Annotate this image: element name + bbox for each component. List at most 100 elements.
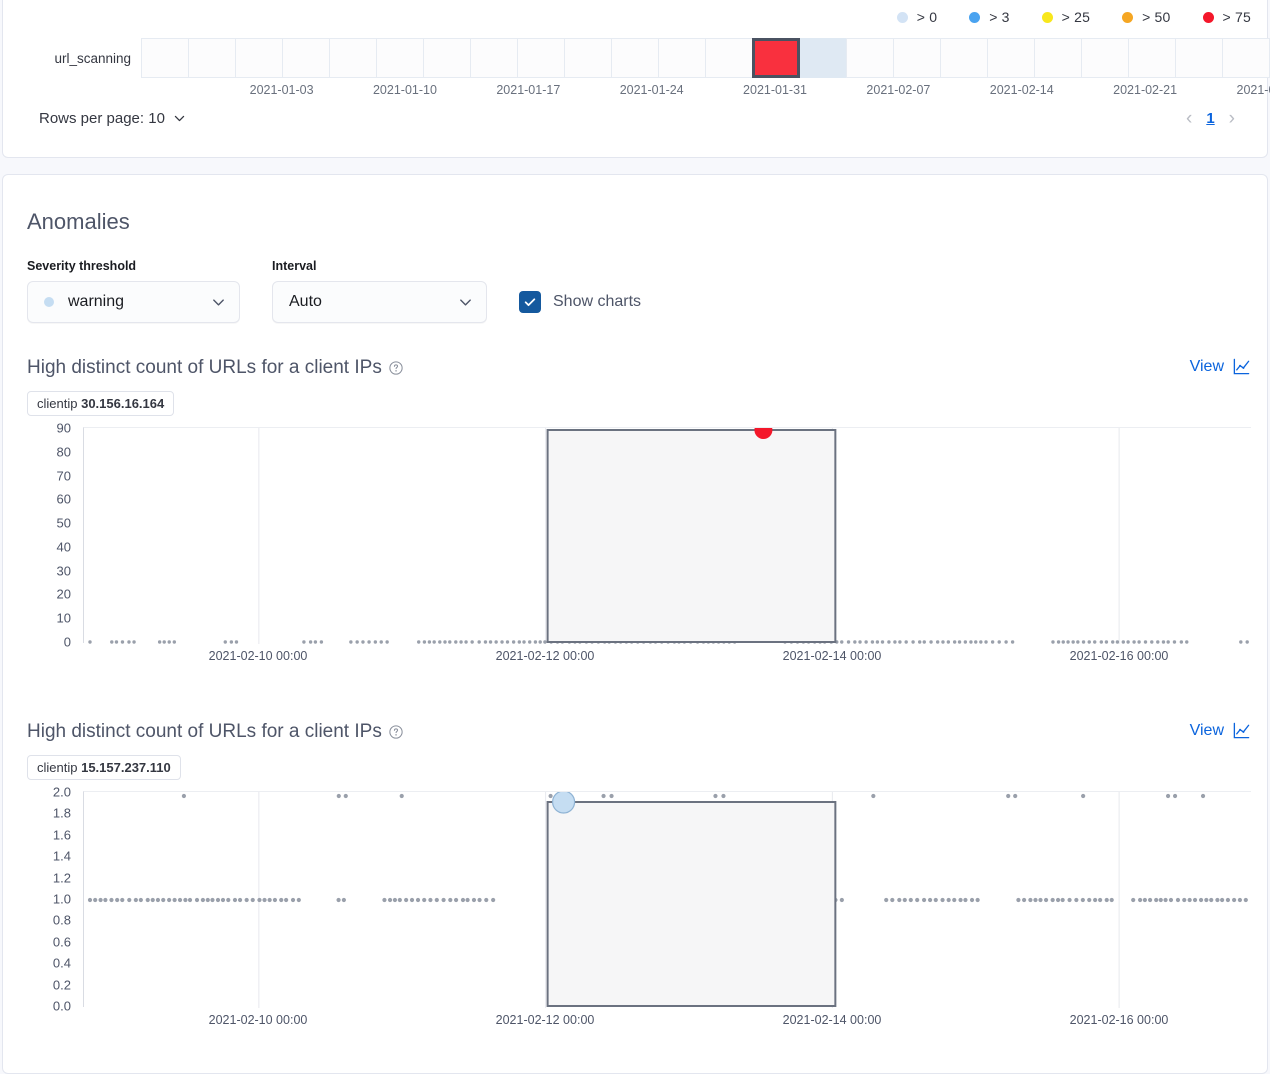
pagination-next-icon[interactable]: › — [1228, 108, 1235, 129]
swimlane-axis-tick: 2021-01-17 — [496, 83, 561, 97]
x-axis-tick: 2021-02-14 00:00 — [782, 649, 882, 663]
show-charts-checkbox[interactable]: Show charts — [519, 281, 641, 323]
interval-value: Auto — [289, 293, 322, 310]
view-label: View — [1189, 357, 1224, 375]
chart-selection-rect[interactable] — [546, 429, 837, 643]
legend-label: > 25 — [1061, 9, 1091, 25]
chart-selection-rect[interactable] — [546, 801, 837, 1007]
y-axis-tick: 1.8 — [52, 805, 71, 821]
legend-item: > 0 — [896, 9, 937, 25]
chart-y-axis: 2.0 1.8 1.6 1.4 1.2 1.0 0.8 0.6 0.4 0.2 0.0 — [27, 785, 71, 1014]
interval-label: Interval — [272, 259, 317, 273]
severity-dot-icon — [44, 297, 54, 307]
x-axis-tick: 2021-02-10 00:00 — [208, 1013, 308, 1027]
legend-dot-icon — [969, 11, 981, 23]
chart-x-axis: 2021-02-10 00:00 2021-02-12 00:00 2021-02-… — [83, 1013, 1251, 1035]
swimlane-cell[interactable] — [517, 38, 565, 78]
swimlane-cell[interactable] — [611, 38, 659, 78]
swimlane-axis-tick: 2021-01-03 — [249, 83, 314, 97]
rows-per-page-button[interactable]: Rows per page: 10 — [39, 110, 186, 127]
swimlane-cells[interactable] — [141, 38, 1270, 78]
swimlane-axis-tick: 2021-02-21 — [1113, 83, 1178, 97]
severity-legend: > 0 > 3 > 25 > 50 > 75 — [896, 9, 1251, 25]
legend-item: > 25 — [1041, 9, 1091, 25]
legend-item: > 75 — [1202, 9, 1251, 25]
checkbox-box — [519, 291, 541, 313]
legend-label: > 75 — [1222, 9, 1251, 25]
y-axis-tick: 1.6 — [52, 827, 71, 843]
y-axis-tick: 1.4 — [52, 848, 71, 864]
y-axis-tick: 50 — [56, 515, 71, 531]
chart-title: High distinct count of URLs for a client… — [27, 721, 403, 743]
interval-select[interactable]: Auto — [272, 281, 487, 323]
pager: ‹ 1 › — [1186, 109, 1235, 128]
swimlane-cell[interactable] — [1128, 38, 1176, 78]
chevron-down-icon — [213, 298, 224, 306]
swimlane-cell[interactable] — [141, 38, 189, 78]
swimlane-cell[interactable] — [423, 38, 471, 78]
anomaly-marker[interactable] — [754, 428, 773, 439]
swimlane-cell[interactable] — [752, 38, 800, 78]
section-title: Anomalies — [27, 209, 130, 234]
view-link[interactable]: View — [1190, 721, 1251, 740]
chart-entity-badge: clientip 15.157.237.110 — [27, 755, 181, 780]
swimlane-cell[interactable] — [564, 38, 612, 78]
question-circle-icon[interactable] — [389, 361, 403, 375]
pagination-page-1[interactable]: 1 — [1206, 110, 1215, 127]
chevron-down-icon — [174, 115, 185, 122]
swimlane-cell[interactable] — [705, 38, 753, 78]
swimlane-cell[interactable] — [282, 38, 330, 78]
swimlane-cell[interactable] — [940, 38, 988, 78]
swimlane-cell[interactable] — [1034, 38, 1082, 78]
chart-header: High distinct count of URLs for a client… — [27, 357, 1251, 379]
x-axis-tick: 2021-02-10 00:00 — [208, 649, 308, 663]
question-circle-icon[interactable] — [389, 725, 403, 739]
pagination-prev-icon[interactable]: ‹ — [1186, 108, 1193, 129]
view-link[interactable]: View — [1190, 357, 1251, 376]
swimlane-cell[interactable] — [893, 38, 941, 78]
line-chart-icon — [1233, 358, 1250, 375]
chart-plot[interactable] — [83, 791, 1251, 1008]
y-axis-tick: 0.4 — [52, 955, 71, 971]
swimlane-cell[interactable] — [987, 38, 1035, 78]
swimlane-cell[interactable] — [846, 38, 894, 78]
chart-title-text: High distinct count of URLs for a client… — [27, 721, 382, 742]
swimlane-cell[interactable] — [470, 38, 518, 78]
legend-label: > 50 — [1142, 9, 1171, 25]
swimlane-cell[interactable] — [1175, 38, 1223, 78]
swimlane-cell[interactable] — [1081, 38, 1129, 78]
y-axis-tick: 1.0 — [52, 891, 71, 907]
swimlane-cell[interactable] — [188, 38, 236, 78]
x-axis-tick: 2021-02-12 00:00 — [495, 1013, 595, 1027]
severity-threshold-select[interactable]: warning — [27, 281, 240, 323]
y-axis-tick: 60 — [56, 491, 71, 507]
swimlane-cell[interactable] — [329, 38, 377, 78]
swimlane-panel: > 0 > 3 > 25 > 50 > 75 url_scanning 2021… — [2, 0, 1270, 158]
y-axis-tick: 0.2 — [52, 977, 71, 993]
pagination-row: Rows per page: 10 ‹ 1 › — [3, 109, 1269, 128]
y-axis-tick: 0.8 — [52, 912, 71, 928]
swimlane-x-axis: 2021-01-03 2021-01-10 2021-01-17 2021-01-24… — [3, 83, 1270, 105]
anomaly-marker[interactable] — [552, 792, 576, 814]
x-axis-tick: 2021-02-16 00:00 — [1069, 649, 1169, 663]
legend-item: > 3 — [969, 9, 1009, 25]
chart-x-axis: 2021-02-10 00:00 2021-02-12 00:00 2021-02-… — [83, 649, 1251, 671]
badge-value: 15.157.237.110 — [81, 760, 171, 775]
swimlane-cell[interactable] — [235, 38, 283, 78]
swimlane-cell[interactable] — [799, 38, 847, 78]
swimlane-cell[interactable] — [376, 38, 424, 78]
swimlane-axis-tick: 2021-01-10 — [372, 83, 437, 97]
x-axis-tick: 2021-02-16 00:00 — [1069, 1013, 1169, 1027]
y-axis-tick: 80 — [56, 444, 71, 460]
y-axis-tick: 2.0 — [52, 784, 71, 800]
x-axis-tick: 2021-02-12 00:00 — [495, 649, 595, 663]
swimlane-cell[interactable] — [658, 38, 706, 78]
badge-value: 30.156.16.164 — [81, 396, 165, 411]
legend-item: > 50 — [1122, 9, 1170, 25]
swimlane-axis-tick: 2021-02-28 — [1236, 83, 1270, 97]
swimlane-axis-tick: 2021-01-31 — [743, 83, 808, 97]
swimlane-cell[interactable] — [1222, 38, 1270, 78]
y-axis-tick: 1.2 — [52, 870, 71, 886]
swimlane-axis-tick: 2021-01-24 — [619, 83, 684, 97]
chart-plot[interactable] — [83, 427, 1251, 644]
